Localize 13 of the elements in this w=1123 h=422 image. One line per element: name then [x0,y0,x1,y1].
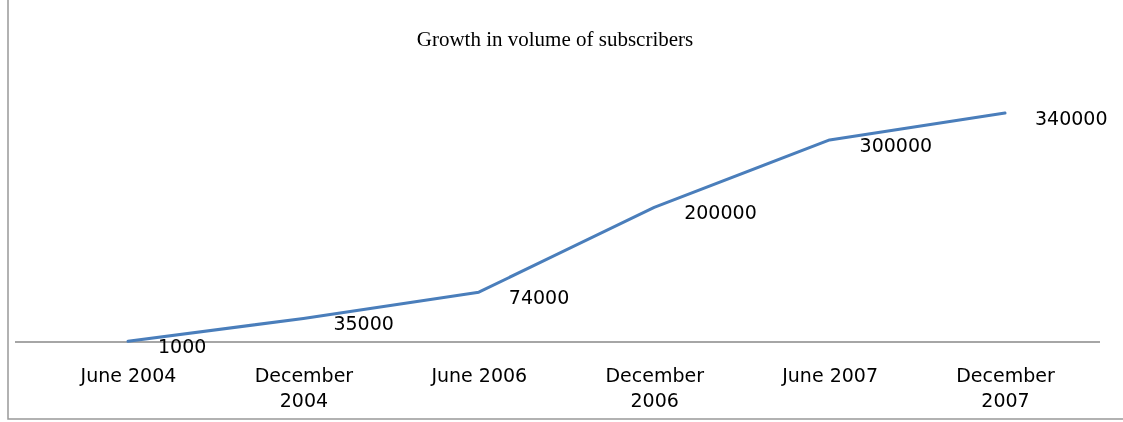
chart-title: Growth in volume of subscribers [416,27,694,51]
data-label: 74000 [508,286,570,309]
x-tick-label: December 2006 [605,364,705,411]
x-tick-label: December 2007 [956,364,1055,411]
x-tick-label: June 2007 [781,364,878,386]
x-tick-label: December 2004 [254,364,354,411]
data-label: 300000 [859,133,933,156]
data-label: 340000 [1035,107,1108,129]
data-label: 1000 [158,335,207,358]
x-tick-label: June 2004 [79,364,177,386]
data-label: 200000 [684,201,757,224]
x-tick-label: June 2006 [430,364,528,386]
data-label: 35000 [333,312,394,335]
